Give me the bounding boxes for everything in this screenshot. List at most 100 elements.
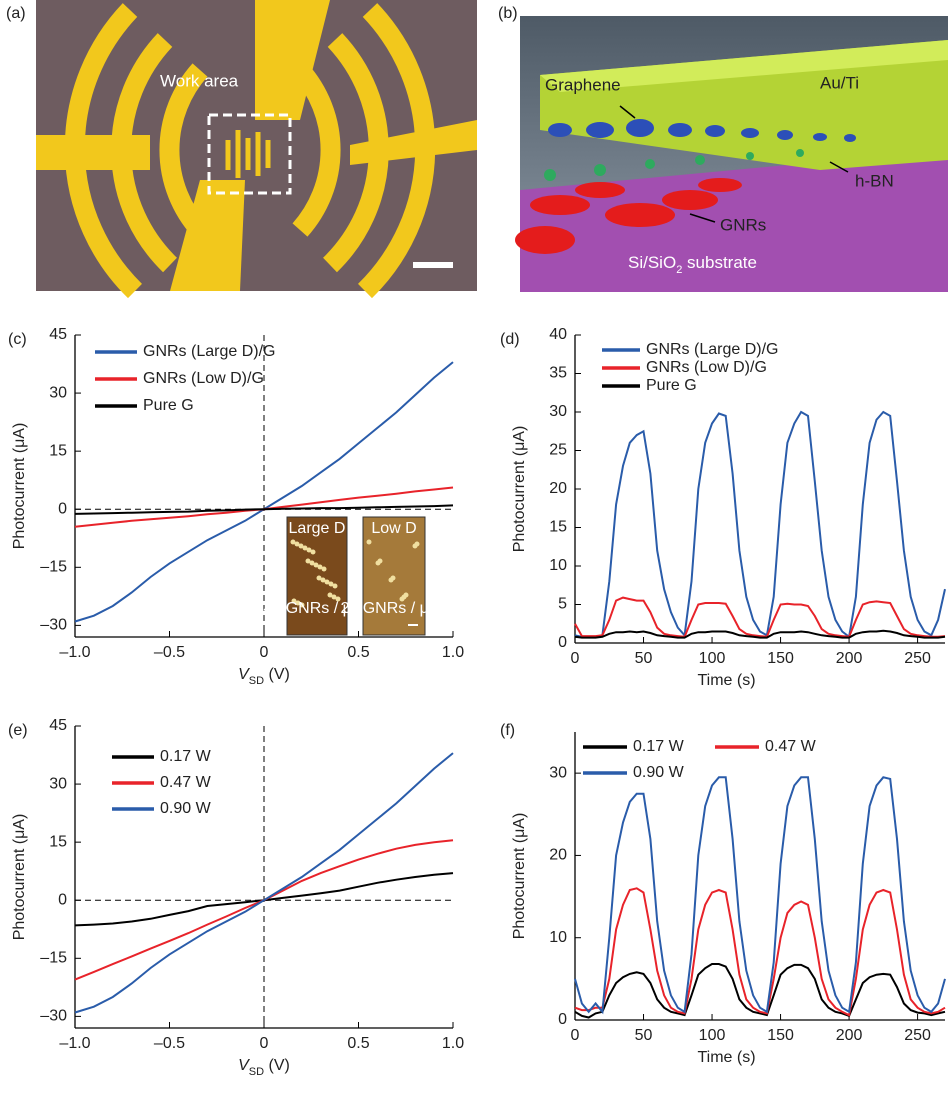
x-axis-title-part: (V) xyxy=(264,1057,290,1074)
data-line xyxy=(574,776,946,1015)
inset-density: 20 GNRs / μm² xyxy=(340,600,448,617)
x-axis-title-part: Time (s) xyxy=(697,672,755,689)
legend-label: 0.47 W xyxy=(160,774,212,791)
x-tick-label: 0 xyxy=(571,1027,580,1044)
x-tick-label: 200 xyxy=(836,1027,863,1044)
y-tick-label: 30 xyxy=(549,764,567,781)
panel-label: (c) xyxy=(8,331,27,348)
inset-particle xyxy=(375,560,381,566)
inset-label: Low D xyxy=(371,520,416,537)
y-tick-label: –15 xyxy=(40,559,67,576)
schematic xyxy=(515,16,948,292)
x-axis-title-part: SD xyxy=(249,1066,264,1078)
inset-particle xyxy=(327,592,333,598)
x-axis-title-part: (V) xyxy=(264,666,290,683)
inset-particle xyxy=(294,541,300,547)
panel-label: (f) xyxy=(500,722,515,739)
legend-label: 0.47 W xyxy=(765,738,817,755)
x-tick-label: 0 xyxy=(260,644,269,661)
legend-label: GNRs (Large D)/G xyxy=(143,343,275,360)
y-tick-label: 0 xyxy=(558,1011,567,1028)
annotation: Work area xyxy=(160,71,239,90)
annotation: Graphene xyxy=(545,75,621,94)
y-tick-label: 30 xyxy=(549,403,567,420)
y-axis-title: Photocurrent (μA) xyxy=(511,426,528,553)
inset-particle xyxy=(298,543,304,549)
inset-particle xyxy=(306,547,312,553)
y-tick-label: 0 xyxy=(58,891,67,908)
inset-particle xyxy=(320,577,326,583)
y-tick-label: 15 xyxy=(49,442,67,459)
panel-label: (b) xyxy=(498,5,518,22)
x-tick-label: 0 xyxy=(571,650,580,667)
x-axis-title-part: V xyxy=(238,1057,250,1074)
legend-label: GNRs (Low D)/G xyxy=(646,359,767,376)
panel-label: (e) xyxy=(8,722,28,739)
y-tick-label: 15 xyxy=(549,519,567,536)
x-axis-title-part: V xyxy=(238,666,250,683)
inset-scale-bar xyxy=(408,624,418,626)
x-tick-label: –0.5 xyxy=(154,644,185,661)
inset-particle xyxy=(412,543,418,549)
inset-particle xyxy=(328,581,334,587)
x-axis-title-part: Time (s) xyxy=(697,1049,755,1066)
x-axis-title-part: SD xyxy=(249,675,264,687)
inset-particle xyxy=(295,600,301,606)
inset-particle xyxy=(388,577,394,583)
y-tick-label: 15 xyxy=(49,833,67,850)
y-tick-label: –15 xyxy=(40,950,67,967)
inset-particle xyxy=(366,539,372,545)
y-tick-label: 45 xyxy=(49,326,67,343)
x-tick-label: 150 xyxy=(767,650,794,667)
panel-label: (a) xyxy=(6,5,26,22)
x-tick-label: 50 xyxy=(635,1027,653,1044)
x-tick-label: 1.0 xyxy=(442,644,464,661)
legend-label: GNRs (Low D)/G xyxy=(143,370,264,387)
y-tick-label: –30 xyxy=(40,1008,67,1025)
inset-particle xyxy=(291,598,297,604)
inset-particle xyxy=(321,566,327,572)
annotation: Au/Ti xyxy=(820,73,859,92)
annotation-part: Si/SiO xyxy=(628,253,676,272)
y-tick-label: 10 xyxy=(549,557,567,574)
x-tick-label: –0.5 xyxy=(154,1035,185,1052)
y-tick-label: 0 xyxy=(58,500,67,517)
panel-label: (d) xyxy=(500,331,520,348)
x-tick-label: 150 xyxy=(767,1027,794,1044)
inset-particle xyxy=(317,564,323,570)
inset-particle xyxy=(302,545,308,551)
data-line xyxy=(574,596,946,638)
inset-particle xyxy=(310,549,316,555)
legend-label: Pure G xyxy=(646,377,697,394)
y-axis-title: Photocurrent (μA) xyxy=(511,813,528,940)
inset-particle xyxy=(309,560,315,566)
y-axis-title: Photocurrent (μA) xyxy=(11,814,28,941)
x-tick-label: –1.0 xyxy=(59,1035,90,1052)
y-tick-label: 20 xyxy=(549,480,567,497)
inset-particle xyxy=(332,583,338,589)
data-line xyxy=(74,752,454,1014)
micrograph xyxy=(36,0,477,299)
data-line xyxy=(574,963,946,1019)
legend-label: 0.90 W xyxy=(160,800,212,817)
y-tick-label: 5 xyxy=(558,596,567,613)
y-tick-label: 0 xyxy=(558,634,567,651)
data-line xyxy=(574,410,946,639)
inset-particle xyxy=(335,596,341,602)
x-tick-label: –1.0 xyxy=(59,644,90,661)
inset-label: Large D xyxy=(289,520,346,537)
y-tick-label: 45 xyxy=(49,717,67,734)
inset-particle xyxy=(316,575,322,581)
x-axis-title: Time (s) xyxy=(697,1049,755,1066)
y-tick-label: 30 xyxy=(49,384,67,401)
inset-particle xyxy=(299,602,305,608)
inset-image xyxy=(286,516,348,636)
legend-label: 0.17 W xyxy=(633,738,685,755)
y-axis-title: Photocurrent (μA) xyxy=(11,423,28,550)
data-line xyxy=(74,504,454,515)
data-line xyxy=(574,887,946,1017)
x-tick-label: 0 xyxy=(260,1035,269,1052)
inset-particle xyxy=(399,596,405,602)
inset-particle xyxy=(305,558,311,564)
